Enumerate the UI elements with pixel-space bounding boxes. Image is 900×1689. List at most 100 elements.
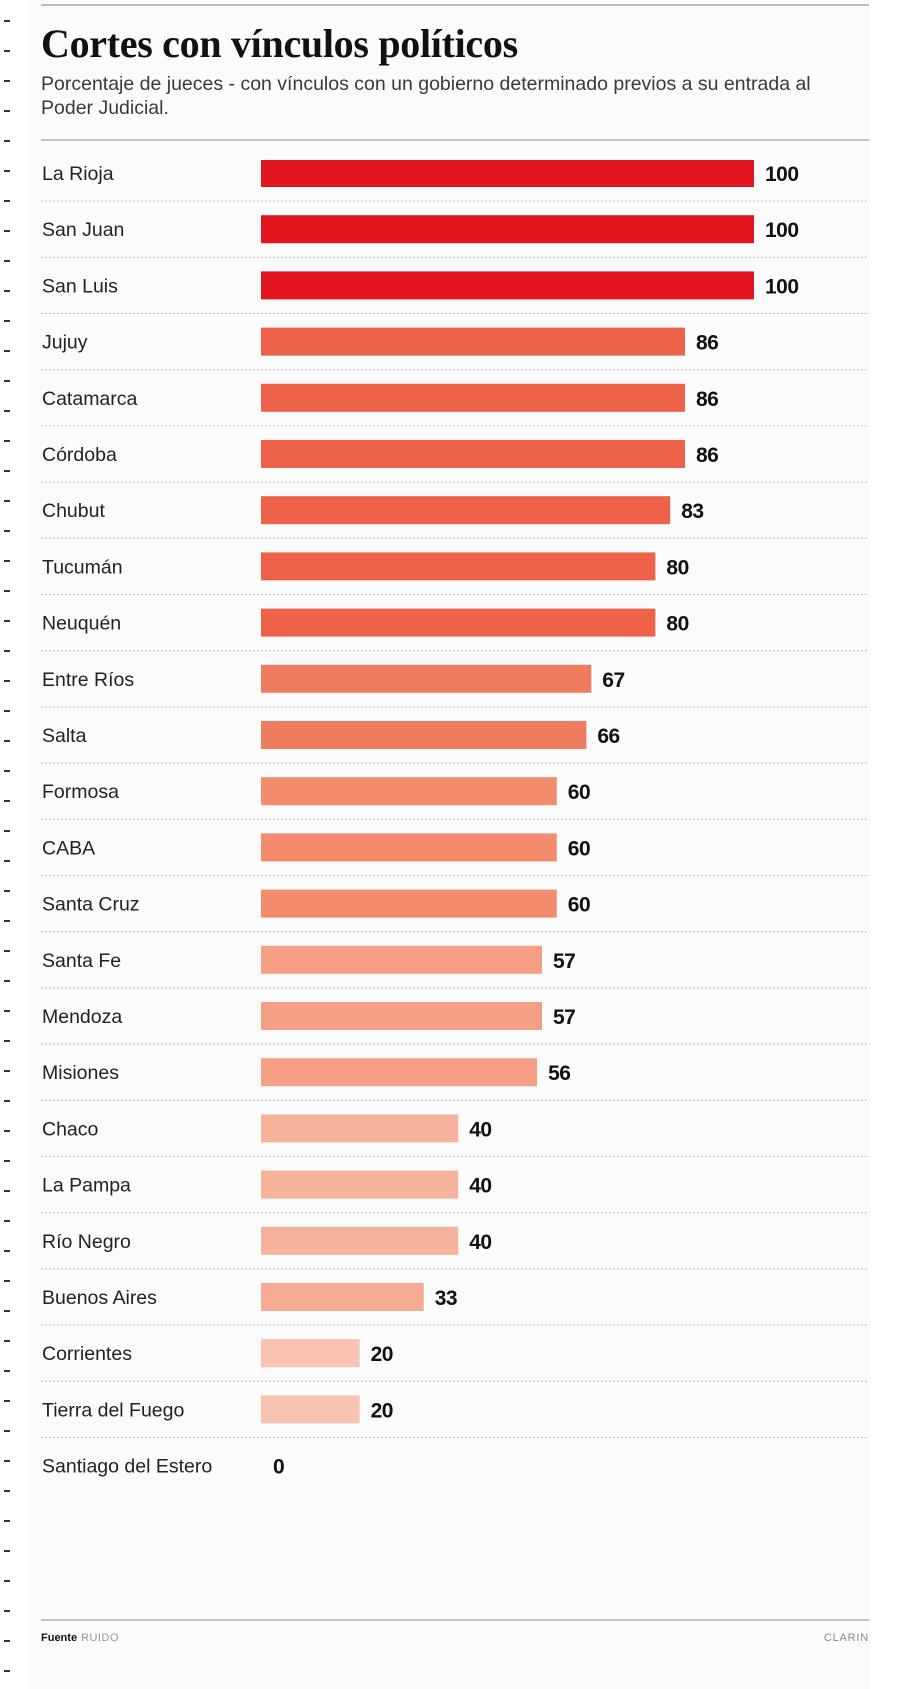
value-label: 100	[765, 219, 799, 242]
footer-rule	[41, 1619, 869, 1621]
bar-row: Entre Ríos 67	[41, 664, 869, 708]
category-label: Córdoba	[42, 444, 117, 466]
category-label: Tucumán	[42, 556, 123, 578]
chart-subtitle: Porcentaje de jueces - con vínculos con …	[41, 73, 811, 119]
bar-row: La Rioja 100	[41, 160, 869, 202]
value-label: 40	[469, 1175, 491, 1198]
bar-row: Neuquén 80	[41, 608, 869, 652]
bar-row: CABA 60	[41, 833, 869, 876]
chart-title: Cortes con vínculos políticos	[41, 21, 518, 66]
value-label: 100	[765, 163, 799, 186]
value-label: 86	[696, 332, 718, 355]
value-label: 60	[568, 837, 590, 860]
value-label: 57	[553, 1006, 575, 1029]
publisher-credit: CLARIN	[823, 1632, 869, 1644]
bar-row: Jujuy 86	[41, 327, 869, 371]
bar	[261, 1395, 360, 1424]
value-label: 60	[568, 894, 590, 917]
value-label: 83	[681, 500, 703, 523]
bar-chart: La Rioja 100 San Juan 100 San Luis 100 Jujuy 86…	[41, 160, 869, 1479]
bar	[261, 945, 543, 974]
category-label: Santa Cruz	[42, 894, 140, 916]
category-label: Misiones	[42, 1062, 119, 1084]
bar	[261, 383, 685, 412]
category-label: Chubut	[42, 500, 105, 522]
category-label: Neuquén	[42, 613, 121, 635]
bar	[261, 608, 656, 637]
category-label: Entre Ríos	[42, 669, 134, 691]
category-label: Mendoza	[42, 1006, 122, 1028]
category-label: San Juan	[42, 219, 124, 241]
bar	[261, 1170, 459, 1199]
value-label: 86	[696, 388, 718, 411]
bar-row: Catamarca 86	[41, 383, 869, 427]
category-label: Jujuy	[42, 332, 88, 354]
category-label: La Rioja	[42, 163, 114, 185]
bar	[261, 889, 557, 918]
value-label: 20	[371, 1399, 393, 1422]
value-label: 57	[553, 950, 575, 973]
category-label: Corrientes	[42, 1343, 132, 1365]
category-label: Santiago del Estero	[42, 1456, 212, 1478]
bar-row: Río Negro 40	[41, 1226, 869, 1270]
value-label: 86	[696, 444, 718, 467]
value-label: 40	[469, 1118, 491, 1141]
bar	[261, 1114, 459, 1143]
bar-row: Salta 66	[41, 721, 869, 764]
bar	[261, 1226, 459, 1255]
bar-row: Santa Cruz 60	[41, 889, 869, 933]
bar-row: Santa Fe 57	[41, 945, 869, 989]
bar	[261, 833, 557, 862]
page-edge-strip	[0, 0, 14, 1689]
value-label: 60	[568, 781, 590, 804]
value-label: 66	[597, 725, 619, 748]
value-label: 40	[469, 1231, 491, 1254]
value-label: 0	[273, 1456, 284, 1479]
bar-row: La Pampa 40	[41, 1170, 869, 1214]
source-name: RUIDO	[81, 1632, 120, 1644]
bar-row: San Juan 100	[41, 215, 869, 258]
bar	[261, 721, 587, 749]
footer: Fuente RUIDO CLARIN	[41, 1632, 869, 1644]
value-label: 80	[666, 613, 688, 636]
value-label: 20	[371, 1343, 393, 1366]
bar-row: Tucumán 80	[41, 552, 869, 595]
header-rule	[41, 139, 869, 141]
bar-row: Chaco 40	[41, 1114, 869, 1157]
bar	[261, 777, 557, 806]
bar	[261, 160, 754, 187]
bar-row: Misiones 56	[41, 1058, 869, 1101]
bar	[261, 271, 754, 300]
value-label: 56	[548, 1062, 570, 1085]
bar	[261, 1283, 424, 1311]
bar-row: Tierra del Fuego 20	[41, 1395, 869, 1438]
source-label: Fuente	[41, 1632, 78, 1644]
bar-row: San Luis 100	[41, 271, 869, 314]
value-label: 100	[765, 275, 799, 298]
bar	[261, 215, 754, 244]
bar	[261, 552, 656, 581]
bar	[261, 1058, 538, 1087]
bar-row: Córdoba 86	[41, 440, 869, 483]
value-label: 33	[435, 1287, 457, 1310]
bar	[261, 327, 685, 356]
category-label: Río Negro	[42, 1231, 131, 1253]
bar-row: Mendoza 57	[41, 1002, 869, 1045]
category-label: CABA	[42, 837, 95, 859]
bar-row: Corrientes 20	[41, 1339, 869, 1382]
bar-row: Chubut 83	[41, 496, 869, 539]
bar-row: Formosa 60	[41, 777, 869, 820]
bar	[261, 496, 671, 525]
category-label: Catamarca	[42, 388, 138, 410]
bar	[261, 440, 685, 468]
bar	[261, 1339, 360, 1368]
category-label: Formosa	[42, 781, 119, 803]
value-label: 80	[666, 556, 688, 579]
category-label: San Luis	[42, 275, 118, 297]
bar-row: Santiago del Estero 0	[42, 1456, 285, 1479]
category-label: Tierra del Fuego	[42, 1399, 185, 1421]
value-label: 67	[602, 669, 624, 692]
category-label: Santa Fe	[42, 950, 121, 972]
bar-row: Buenos Aires 33	[41, 1283, 869, 1326]
top-rule	[41, 4, 869, 6]
